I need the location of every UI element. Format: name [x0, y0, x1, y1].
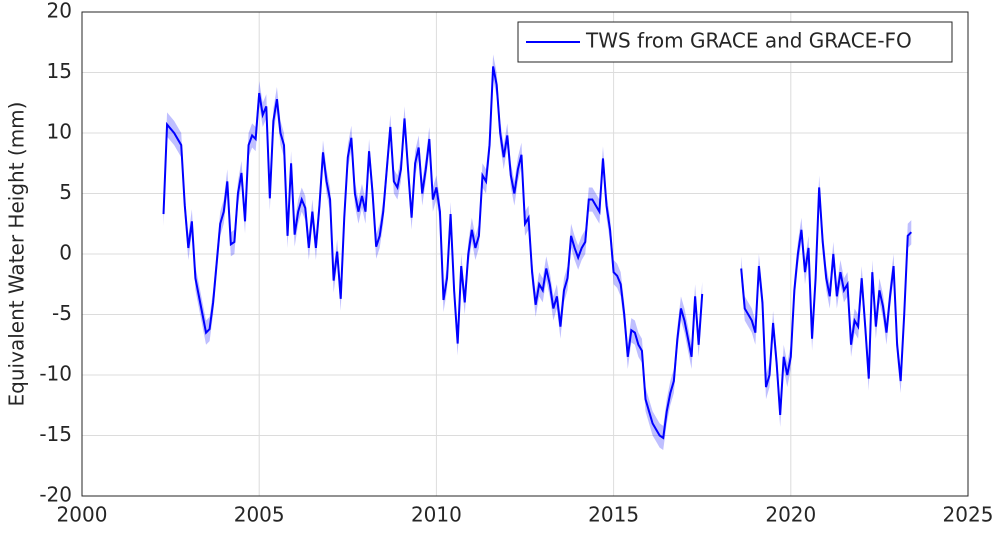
y-tick-label: 0 [59, 241, 72, 265]
legend-label: TWS from GRACE and GRACE-FO [585, 29, 912, 53]
y-tick-label: 20 [47, 0, 72, 23]
plot-frame [81, 11, 969, 497]
y-tick-label: -15 [39, 422, 72, 446]
y-tick-label: -10 [39, 362, 72, 386]
x-tick-label: 2010 [411, 503, 462, 527]
x-tick-label: 2000 [57, 503, 108, 527]
y-tick-label: -20 [39, 483, 72, 507]
x-tick-label: 2020 [765, 503, 816, 527]
y-tick-label: 15 [47, 59, 72, 83]
data-line [162, 66, 913, 440]
y-tick-label: 10 [47, 120, 72, 144]
y-tick-label: -5 [52, 301, 72, 325]
y-axis-label: Equivalent Water Height (mm) [5, 102, 29, 407]
y-tick-label: 5 [59, 180, 72, 204]
legend-box [517, 21, 953, 63]
x-tick-label: 2025 [943, 503, 994, 527]
x-tick-label: 2005 [234, 503, 285, 527]
x-tick-label: 2015 [588, 503, 639, 527]
